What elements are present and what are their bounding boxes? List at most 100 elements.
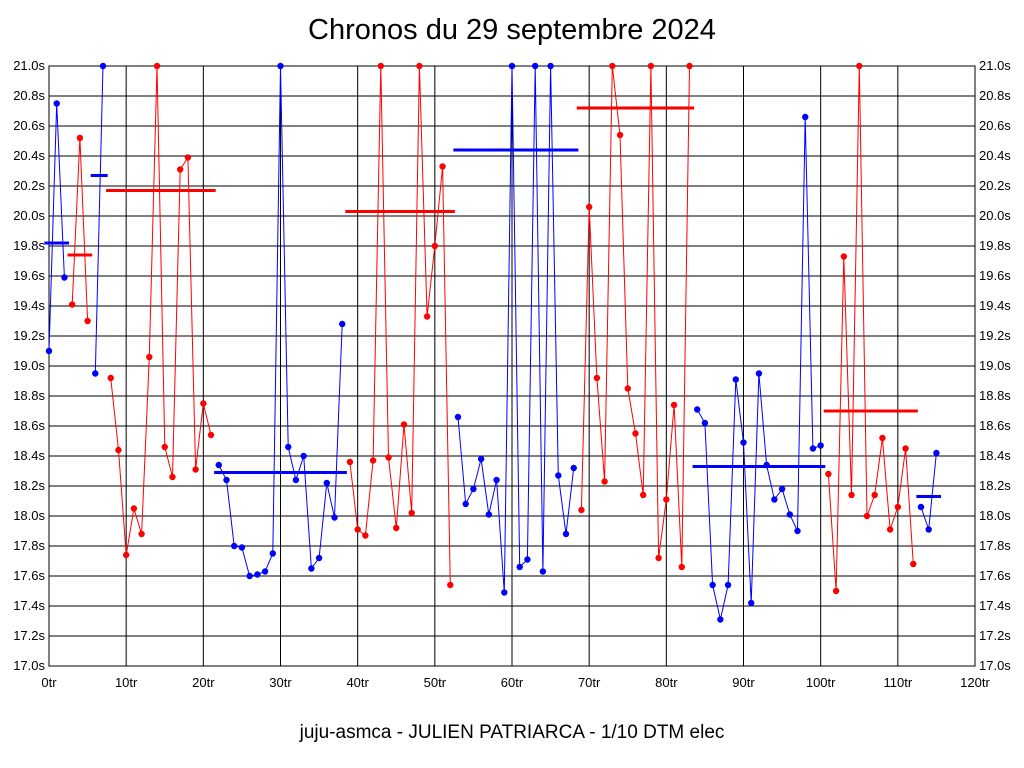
series-line-1 bbox=[71, 137, 89, 322]
y-tick-label-right: 18.8s bbox=[979, 388, 1011, 403]
data-point bbox=[285, 443, 292, 451]
data-point bbox=[45, 347, 53, 355]
data-point bbox=[315, 554, 323, 562]
data-point bbox=[570, 464, 577, 472]
data-point bbox=[176, 166, 184, 173]
x-tick-label: 0tr bbox=[41, 675, 57, 690]
data-point bbox=[678, 563, 685, 571]
data-point bbox=[408, 509, 415, 517]
data-point bbox=[894, 503, 902, 511]
data-point bbox=[910, 560, 917, 568]
data-point bbox=[238, 544, 246, 551]
series-line-6 bbox=[457, 65, 575, 593]
y-tick-label-left: 18.0s bbox=[13, 508, 45, 523]
data-point bbox=[547, 62, 554, 70]
data-point bbox=[748, 599, 755, 607]
data-point bbox=[107, 374, 114, 382]
data-point bbox=[431, 242, 439, 250]
data-point bbox=[246, 572, 253, 580]
data-point bbox=[701, 419, 709, 427]
data-point bbox=[184, 154, 192, 161]
series-line-2 bbox=[94, 65, 104, 374]
data-point bbox=[169, 473, 176, 481]
data-point bbox=[130, 505, 138, 512]
data-point bbox=[292, 476, 300, 484]
data-point bbox=[856, 62, 863, 70]
x-tick-label: 60tr bbox=[501, 675, 524, 690]
data-point bbox=[215, 461, 222, 469]
data-point bbox=[339, 320, 346, 328]
data-point bbox=[655, 554, 662, 562]
series-line-0 bbox=[48, 103, 65, 352]
y-tick-label-right: 20.2s bbox=[979, 178, 1011, 193]
data-point bbox=[539, 568, 547, 575]
data-point bbox=[68, 301, 76, 308]
series-line-5 bbox=[349, 65, 451, 586]
y-tick-label-right: 19.0s bbox=[979, 358, 1011, 373]
x-tick-label: 30tr bbox=[269, 675, 292, 690]
data-point bbox=[925, 526, 932, 533]
data-point bbox=[717, 616, 724, 623]
data-point bbox=[663, 496, 670, 503]
data-point bbox=[771, 496, 778, 503]
data-point bbox=[300, 452, 307, 460]
y-tick-label-left: 19.4s bbox=[13, 298, 45, 313]
y-tick-label-left: 20.0s bbox=[13, 208, 45, 223]
y-tick-label-right: 17.2s bbox=[979, 628, 1011, 643]
data-point bbox=[786, 511, 793, 518]
data-point bbox=[724, 581, 732, 589]
y-tick-label-left: 17.2s bbox=[13, 628, 45, 643]
x-tick-label: 110tr bbox=[883, 675, 912, 690]
data-point bbox=[192, 466, 199, 473]
data-point bbox=[447, 581, 454, 589]
data-point bbox=[848, 491, 855, 499]
y-tick-label-right: 17.0s bbox=[979, 658, 1011, 673]
data-point bbox=[362, 532, 369, 539]
y-tick-label-right: 19.6s bbox=[979, 268, 1011, 283]
data-point bbox=[578, 506, 585, 514]
data-point bbox=[524, 556, 531, 563]
y-tick-label-left: 17.0s bbox=[13, 658, 45, 673]
data-point bbox=[755, 370, 763, 377]
x-tick-label: 100tr bbox=[806, 675, 836, 690]
y-tick-label-left: 18.6s bbox=[13, 418, 45, 433]
y-tick-label-left: 20.6s bbox=[13, 118, 45, 133]
data-point bbox=[879, 434, 886, 442]
data-point bbox=[871, 491, 878, 499]
x-tick-label: 70tr bbox=[578, 675, 601, 690]
data-point bbox=[493, 476, 500, 484]
y-tick-label-left: 18.2s bbox=[13, 478, 45, 493]
data-point bbox=[400, 421, 408, 428]
data-point bbox=[917, 503, 925, 511]
data-point bbox=[531, 62, 539, 70]
x-tick-label: 120tr bbox=[960, 675, 990, 690]
data-point bbox=[477, 455, 485, 463]
data-point bbox=[902, 445, 909, 452]
y-tick-label-left: 18.4s bbox=[13, 448, 45, 463]
y-tick-label-right: 17.8s bbox=[979, 538, 1011, 553]
x-tick-label: 80tr bbox=[655, 675, 678, 690]
data-point bbox=[377, 62, 385, 70]
data-point bbox=[454, 413, 462, 421]
data-point bbox=[92, 370, 99, 377]
data-point bbox=[732, 376, 739, 383]
data-point bbox=[624, 385, 631, 392]
y-tick-label-left: 17.6s bbox=[13, 568, 45, 583]
series-line-10 bbox=[920, 452, 937, 530]
series-line-8 bbox=[696, 116, 821, 620]
y-tick-label-left: 19.8s bbox=[13, 238, 45, 253]
data-point bbox=[508, 62, 516, 70]
data-point bbox=[115, 446, 122, 454]
data-point bbox=[863, 512, 871, 520]
y-tick-label-right: 18.2s bbox=[979, 478, 1011, 493]
y-tick-label-right: 19.8s bbox=[979, 238, 1011, 253]
y-tick-label-left: 20.4s bbox=[13, 148, 45, 163]
y-tick-label-left: 19.2s bbox=[13, 328, 45, 343]
data-point bbox=[632, 430, 639, 437]
data-point bbox=[647, 62, 655, 70]
data-point bbox=[670, 401, 678, 409]
data-point bbox=[694, 406, 701, 413]
data-point bbox=[53, 100, 60, 107]
data-point bbox=[616, 131, 624, 139]
y-tick-label-left: 20.8s bbox=[13, 88, 45, 103]
